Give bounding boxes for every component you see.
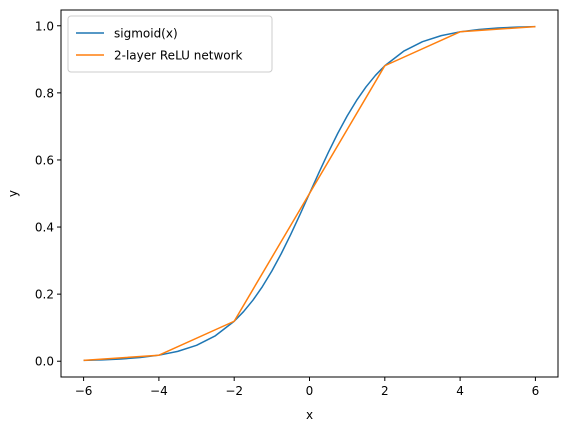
x-tick-label: 2 bbox=[381, 384, 389, 398]
y-tick-label: 0.2 bbox=[35, 288, 54, 302]
x-tick-label: 0 bbox=[306, 384, 314, 398]
x-tick-label: −2 bbox=[225, 384, 243, 398]
legend: sigmoid(x) 2-layer ReLU network bbox=[67, 15, 273, 73]
series-layer bbox=[83, 25, 536, 362]
x-tick-label: −4 bbox=[150, 384, 168, 398]
x-axis-ticks: −6 −4 −2 0 2 4 6 bbox=[75, 377, 539, 398]
y-tick-label: 0.0 bbox=[35, 355, 54, 369]
x-tick-label: −6 bbox=[75, 384, 93, 398]
y-tick-label: 1.0 bbox=[35, 19, 54, 33]
y-tick-label: 0.6 bbox=[35, 153, 54, 167]
legend-label: sigmoid(x) bbox=[114, 27, 178, 41]
series-line-1 bbox=[83, 25, 536, 362]
y-tick-label: 0.4 bbox=[35, 221, 54, 235]
legend-label: 2-layer ReLU network bbox=[114, 49, 243, 63]
x-axis-label: x bbox=[306, 408, 313, 422]
x-tick-label: 4 bbox=[456, 384, 464, 398]
legend-box bbox=[67, 15, 273, 73]
y-tick-label: 0.8 bbox=[35, 86, 54, 100]
y-axis-ticks: 0.0 0.2 0.4 0.6 0.8 1.0 bbox=[35, 19, 61, 369]
x-tick-label: 6 bbox=[532, 384, 540, 398]
y-axis-label: y bbox=[6, 190, 20, 197]
